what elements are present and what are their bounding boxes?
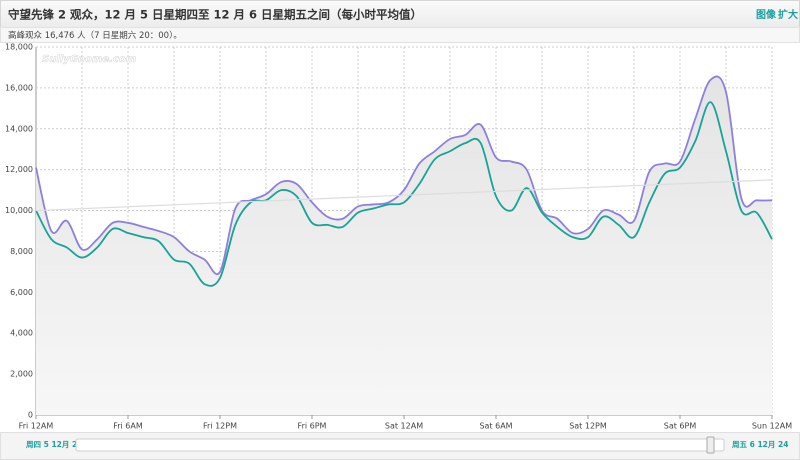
header-bar [0,0,800,28]
area [36,76,772,416]
range-end: 周五 6 12月 24 [732,440,788,449]
x-tick-label: Sat 6PM [664,422,697,431]
trend-line [35,179,773,212]
y-tick-label: 10,000 [5,206,33,215]
y-tick-label: 14,000 [5,124,33,133]
series-line [35,75,773,275]
y-tick-label: 8,000 [10,247,33,256]
y-tick-label: 16,000 [5,83,33,92]
x-tick-label: Fri 6AM [113,422,143,431]
x-tick-label: Fri 6PM [298,422,327,431]
link[interactable]: 图像 [756,8,777,21]
y-tick-label: 12,000 [5,165,33,174]
chart-title: 守望先锋 2 观众，12 月 5 日星期四至 12 月 6 日星期五之间（每小时… [8,8,422,22]
range-start: 周四 5 12月 24 [26,440,82,449]
x-tick-label: Sat 6AM [479,422,512,431]
range-slider[interactable] [75,438,725,452]
x-tick-label: Sat 12PM [569,422,607,431]
link[interactable]: 扩大 [778,8,798,21]
plot: 0 2,000 4,000 6,000 8,000 10,000 12,000 14,000 1… [5,43,792,431]
x-tick-label: Sat 12AM [385,422,423,431]
watermark: SullyGnome.com [42,54,136,65]
subtitle: 高峰观众 16,476 人（7 日星期六 20：00）。 [8,30,182,41]
y-tick-label: 0 [28,411,33,420]
x-tick-label: Fri 12PM [203,422,237,431]
y-tick-label: 18,000 [5,43,33,52]
x-tick-label: Sun 12AM [752,422,792,431]
y-tick-label: 6,000 [10,288,33,297]
y-tick-label: 2,000 [10,370,33,379]
series-line [35,101,773,287]
range-handle[interactable] [706,436,715,454]
y-tick-label: 4,000 [10,329,33,338]
x-tick-label: Fri 12AM [19,422,54,431]
